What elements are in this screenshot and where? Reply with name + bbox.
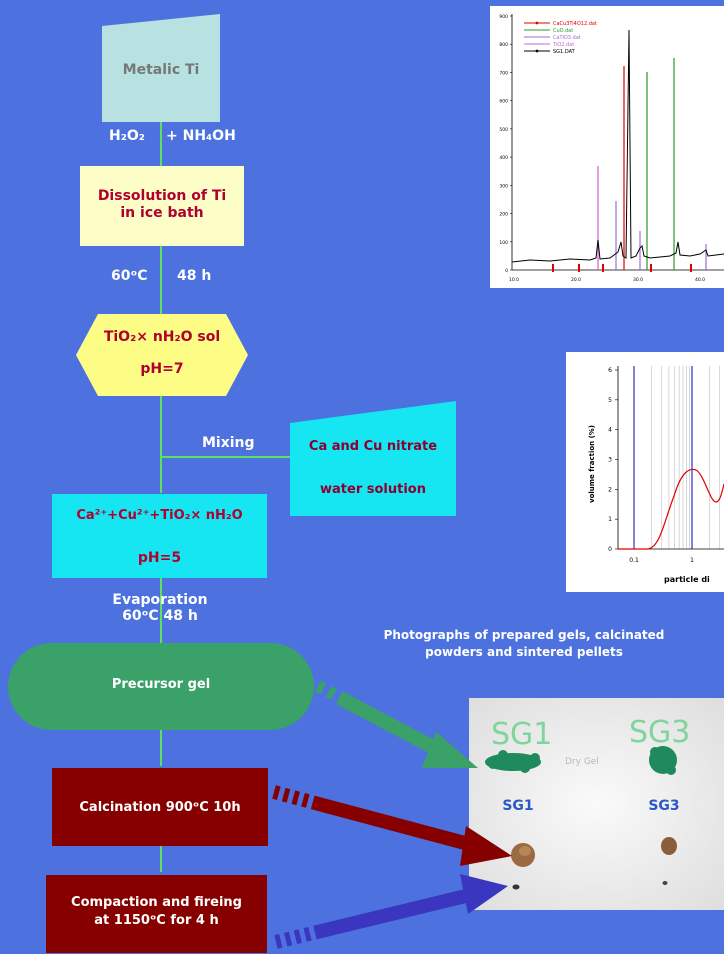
sol-formula: TiO₂× nH₂O sol [103,329,221,345]
handwritten-sg1: SG1 [491,717,552,752]
xrd-y-tick-label: 400 [499,155,508,161]
powder-sample-sg1 [511,843,535,867]
connector-sol-mix [160,395,162,493]
psd-y-tick-label: 0 [608,546,612,553]
psd-y-tick-label: 5 [608,397,612,404]
label-sg1: SG1 [502,798,534,814]
gel-sample-sg1 [485,750,541,773]
xrd-x-tick-label: 30.0 [633,277,643,283]
xrd-x-tick-label: 40.0 [695,277,705,283]
compaction-line-2: at 1150ᵒC for 4 h [94,913,219,928]
xrd-x-tick-label: 20.0 [571,277,581,283]
xrd-y-tick-label: 900 [499,14,508,20]
gel-sample-sg3 [649,746,677,775]
powder-sample-sg3 [661,837,677,855]
compaction-line-1: Compaction and fireing [71,895,242,910]
nitrate-shape [290,401,456,516]
connector-calcination-compaction [160,846,162,872]
xrd-y-tick-label: 300 [499,183,508,189]
nitrate-line-2: water solution [320,482,426,497]
xrd-y-tick-label: 600 [499,99,508,105]
connector-nitrate-mix [162,456,290,458]
xrd-y-tick-label: 700 [499,70,508,76]
gel-arrow [315,680,478,768]
dissolution-line-1: Dissolution of Ti [97,188,227,204]
connector-gel-calcination [160,730,162,766]
mixture-box [52,494,267,578]
compaction-label: Compaction and fireing at 1150ᵒC for 4 h [46,894,267,930]
xrd-measured-series [511,29,724,263]
compaction-box [46,875,267,953]
mixture-formula: Ca²⁺+Cu²⁺+TiO₂× nH₂O [76,508,243,523]
reagent-h2o2: H₂O₂ [109,128,145,144]
photos-caption-line-2: powders and sintered pellets [425,645,623,659]
photos-caption: Photographs of prepared gels, calcinated… [334,627,714,661]
handwritten-sg3: SG3 [629,715,690,750]
xrd-chart-panel: 900 800 700 600 500 400 300 200 100 0 10.0 20.0 30.… [490,6,724,288]
psd-y-tick-label: 4 [608,427,612,434]
dissolution-box [80,166,244,246]
calcination-label: Calcination 900ᵒC 10h [79,800,241,815]
pellet-sg3 [662,881,668,885]
xrd-legend-marker [535,49,539,53]
photos-caption-line-1: Photographs of prepared gels, calcinated [383,628,665,642]
xrd-legend-label: CuO.dat [553,28,573,34]
xrd-chart: 900 800 700 600 500 400 300 200 100 0 10.0 20.0 30.… [499,14,724,283]
calcination-box [52,768,268,846]
xrd-legend-label: TiO2.dat [552,42,574,48]
precursor-gel-label: Precursor gel [111,677,211,692]
psd-x-tick-label: 0.1 [629,557,639,564]
mixture-ph: pH=5 [137,550,182,566]
xrd-legend-label: CaCu3Ti4O12.dat [553,21,597,27]
pencil-note: Dry Gel [565,757,599,767]
dissolution-label: Dissolution of Ti in ice bath [80,188,244,222]
sol-hexagon [76,314,248,396]
connector-ti-dissolution [160,120,162,166]
xrd-y-tick-label: 0 [505,268,508,274]
xrd-legend-label: CaTiO3.dat [553,35,581,41]
xrd-y-tick-label: 800 [499,42,508,48]
psd-y-tick-label: 1 [608,516,612,523]
nitrate-line-1: Ca and Cu nitrate [308,439,438,454]
psd-x-tick-label: 1 [690,557,694,564]
metalic-ti-label: Metalic Ti [122,62,200,78]
sol-ph: pH=7 [140,361,184,377]
xrd-x-tick-label: 10.0 [509,277,519,283]
condition-temperature: 60ᵒC [111,268,148,284]
label-sg3: SG3 [648,798,680,814]
psd-chart: 6 5 4 3 2 1 0 0.1 1 volume fraction (%) particl… [588,366,724,584]
mixing-label: Mixing [202,435,255,451]
xrd-red-markers [552,264,692,272]
psd-x-axis-label: particle di [664,575,710,584]
connector-dissolution-sol [160,246,162,314]
metalic-ti-shape [102,14,220,122]
evaporation-line-2: 60ᵒC 48 h [122,608,198,624]
pellet-sg1 [512,884,520,890]
psd-y-tick-label: 6 [608,367,612,374]
xrd-legend-marker [535,21,539,25]
evaporation-line-1: Evaporation [112,592,208,608]
xrd-legend-label: SG1.DAT [553,49,576,55]
samples-photo-drawing: SG1 SG3 Dry Gel [469,698,724,910]
psd-y-tick-label: 3 [608,457,612,464]
psd-chart-panel: 6 5 4 3 2 1 0 0.1 1 volume fraction (%) particl… [566,352,724,592]
dissolution-line-2: in ice bath [120,205,204,221]
evaporation-label: Evaporation 60ᵒC 48 h [96,592,224,624]
xrd-y-tick-label: 500 [499,127,508,133]
reagent-nh4oh: + NH₄OH [166,128,236,144]
precursor-gel-shape [8,643,314,730]
xrd-y-tick-label: 100 [499,240,508,246]
psd-y-axis-label: volume fraction (%) [588,425,596,503]
psd-distribution-curve [618,468,724,550]
connector-mix-gel [160,578,162,644]
samples-photo: SG1 SG3 Dry Gel [469,698,724,910]
condition-time: 48 h [177,268,212,284]
psd-y-tick-label: 2 [608,486,612,493]
xrd-y-tick-label: 200 [499,212,508,218]
